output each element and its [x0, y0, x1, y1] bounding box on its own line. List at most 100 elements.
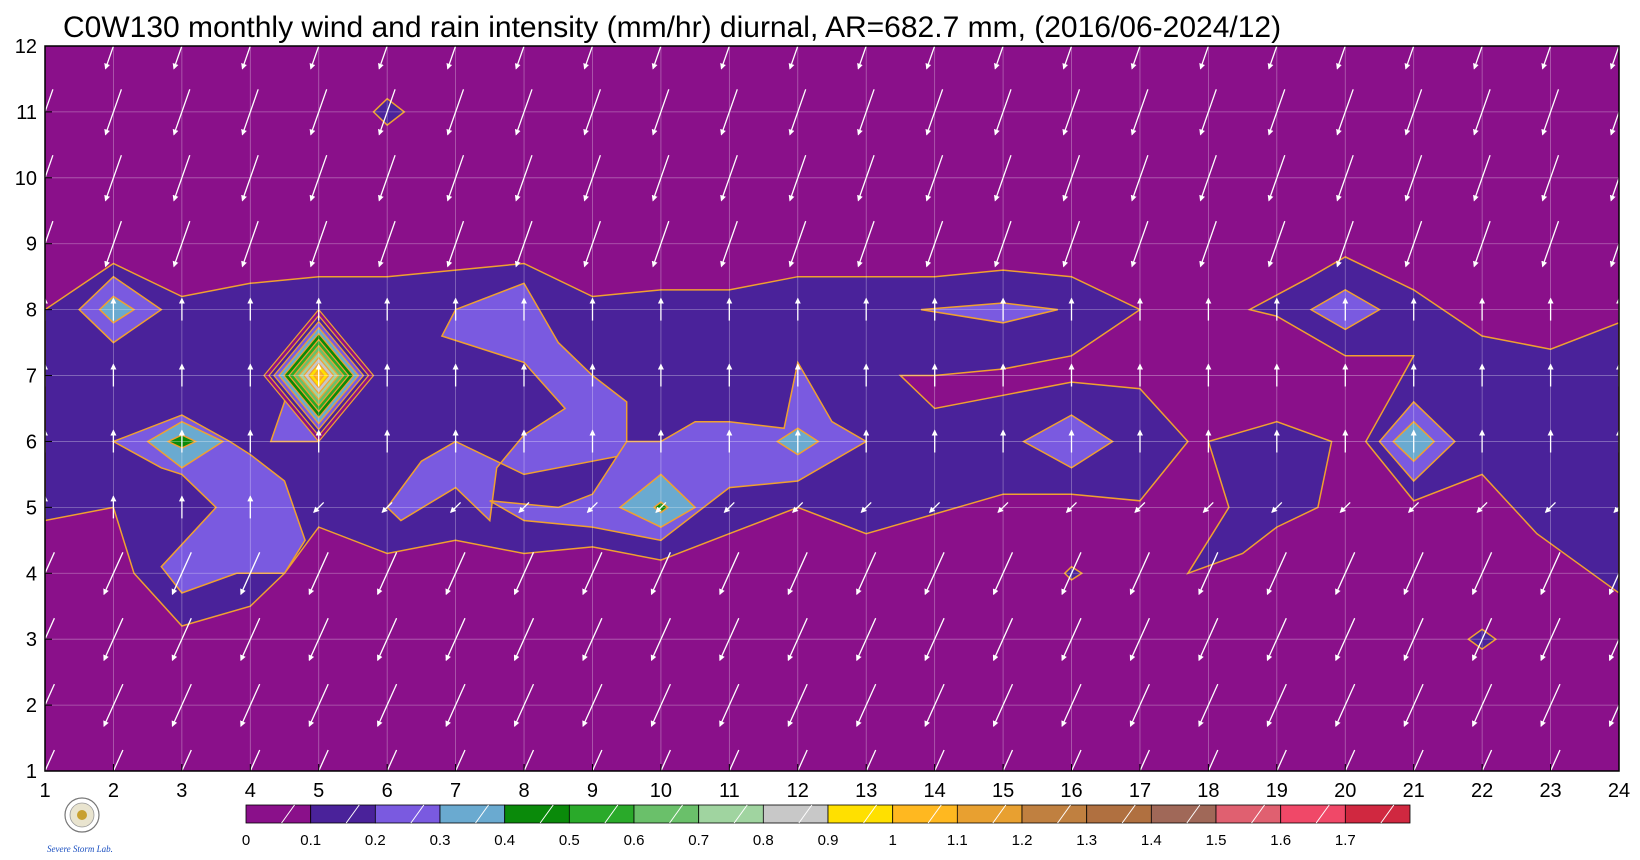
- wind-arrow-15-3: [992, 617, 1014, 662]
- wind-arrow-15-12: [994, 46, 1004, 70]
- colorbar-arrow-10: [927, 804, 942, 824]
- wind-arrow-16-3: [1061, 617, 1082, 662]
- colorbar-swatch-5: [568, 804, 635, 824]
- colorbar-arrow-15: [1251, 804, 1265, 824]
- wind-arrow-16-9: [1062, 220, 1081, 268]
- wind-arrow-24-3: [1608, 637, 1619, 662]
- wind-arrow-5-2: [308, 683, 329, 728]
- x-tick-label-14: 14: [924, 780, 946, 802]
- wind-arrow-23-2: [1540, 683, 1561, 728]
- colorbar-swatch-17: [1344, 804, 1411, 824]
- wind-arrow-9-12: [583, 46, 594, 70]
- wind-arrow-14-9: [925, 220, 944, 268]
- x-tick-label-22: 22: [1471, 780, 1493, 802]
- wind-arrow-9-4: [582, 552, 603, 596]
- wind-arrow-5-9: [309, 220, 328, 268]
- colorbar-label-15: 1.5: [1206, 832, 1227, 849]
- colorbar-label-17: 1.7: [1335, 832, 1356, 849]
- wind-arrow-18-4: [1198, 552, 1219, 596]
- wind-arrow-22-5: [1476, 501, 1488, 514]
- wind-arrow-18-3: [1198, 617, 1219, 662]
- colorbar-swatch-1: [310, 804, 376, 824]
- wind-arrow-9-1: [591, 749, 603, 771]
- y-tick-label-10: 10: [15, 168, 37, 190]
- wind-arrow-22-12: [1473, 46, 1483, 70]
- wind-arrow-7-10: [446, 154, 465, 202]
- wind-arrow-17-2: [1129, 683, 1150, 728]
- colorbar-swatch-14: [1150, 804, 1217, 824]
- wind-arrow-18-11: [1199, 89, 1217, 136]
- wind-arrow-1-2: [45, 683, 55, 707]
- wind-arrow-1-11: [45, 89, 54, 114]
- wind-arrow-14-5: [928, 501, 941, 514]
- wind-arrow-13-9: [857, 220, 875, 268]
- wind-arrow-2-1: [112, 749, 124, 771]
- wind-arrow-1-1: [45, 749, 55, 771]
- x-tick-label-12: 12: [787, 780, 809, 802]
- wind-arrow-19-3: [1266, 617, 1287, 662]
- wind-arrow-20-4: [1335, 552, 1356, 596]
- wind-arrow-23-11: [1541, 89, 1560, 136]
- colorbar-label-14: 1.4: [1141, 832, 1162, 849]
- wind-arrow-19-11: [1267, 89, 1286, 136]
- wind-arrow-24-10: [1609, 175, 1619, 202]
- wind-arrow-19-2: [1266, 683, 1287, 728]
- wind-arrow-12-3: [787, 617, 808, 662]
- wind-arrow-4-1: [249, 749, 261, 771]
- wind-arrow-7-11: [446, 89, 465, 136]
- colorbar-swatch-13: [1086, 804, 1152, 824]
- wind-arrow-3-4: [171, 552, 192, 596]
- wind-arrow-11-4: [719, 552, 740, 596]
- y-tick-label-2: 2: [26, 695, 37, 717]
- wind-arrow-21-11: [1404, 89, 1423, 136]
- wind-arrow-7-5: [449, 501, 462, 514]
- wind-arrow-17-9: [1130, 220, 1149, 268]
- wind-arrow-13-5: [860, 501, 872, 514]
- x-tick-label-19: 19: [1266, 780, 1288, 802]
- x-tick-label-3: 3: [176, 780, 187, 802]
- wind-arrow-16-2: [1061, 683, 1082, 728]
- wind-arrow-4-10: [241, 154, 259, 202]
- wind-arrow-18-12: [1199, 46, 1210, 70]
- x-tick-label-7: 7: [450, 780, 461, 802]
- wind-arrow-15-1: [1002, 749, 1014, 771]
- wind-arrow-1-4: [45, 552, 55, 575]
- x-tick-label-15: 15: [992, 780, 1014, 802]
- wind-arrow-12-2: [787, 683, 808, 728]
- wind-arrow-7-9: [446, 220, 465, 268]
- wind-arrow-8-11: [514, 89, 533, 136]
- x-tick-label-1: 1: [39, 780, 50, 802]
- colorbar-swatch-6: [633, 804, 700, 824]
- wind-arrow-9-11: [583, 89, 602, 136]
- wind-arrow-22-9: [1473, 220, 1491, 268]
- wind-arrow-12-10: [788, 154, 807, 202]
- wind-arrow-13-1: [865, 749, 877, 771]
- wind-arrow-18-2: [1198, 683, 1219, 728]
- rain-region-9: [386, 282, 628, 523]
- colorbar-label-12: 1.2: [1012, 832, 1033, 849]
- wind-arrow-10-9: [651, 220, 670, 268]
- colorbar-swatch-4: [504, 804, 570, 824]
- wind-arrow-20-10: [1336, 154, 1354, 202]
- wind-arrow-5-5: [313, 501, 325, 514]
- wind-arrow-9-10: [583, 154, 602, 202]
- x-tick-label-10: 10: [650, 780, 672, 802]
- wind-arrow-2-3: [103, 617, 124, 662]
- rain-region-17: [618, 473, 697, 528]
- wind-arrow-21-5: [1407, 501, 1420, 514]
- wind-arrow-6-1: [386, 749, 398, 771]
- x-tick-label-21: 21: [1403, 780, 1425, 802]
- wind-arrow-12-9: [788, 220, 807, 268]
- wind-arrow-21-9: [1404, 220, 1423, 268]
- wind-arrow-7-12: [446, 46, 457, 70]
- x-tick-label-17: 17: [1129, 780, 1151, 802]
- wind-arrow-7-3: [445, 617, 466, 662]
- wind-arrow-24-11: [1609, 109, 1619, 136]
- wind-arrow-13-4: [856, 552, 877, 596]
- wind-arrow-16-1: [1070, 749, 1082, 771]
- wind-arrow-23-12: [1541, 46, 1552, 70]
- colorbar-arrow-5: [604, 804, 619, 824]
- wind-arrow-6-9: [378, 220, 396, 268]
- wind-arrow-17-11: [1130, 89, 1149, 136]
